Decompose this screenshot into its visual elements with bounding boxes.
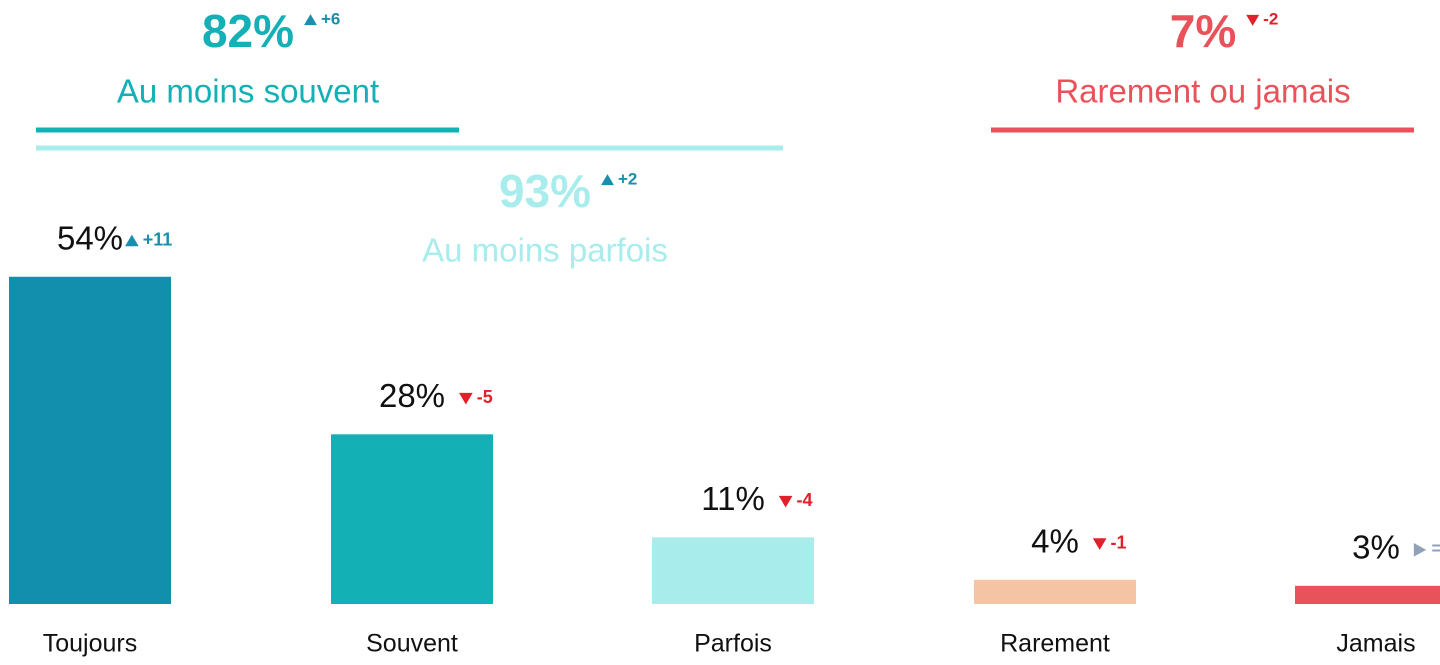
- value-label: 4%: [1031, 522, 1079, 559]
- value-label: 54%: [57, 219, 123, 256]
- change-label: +11: [143, 230, 173, 250]
- value-label: 28%: [379, 377, 445, 414]
- category-label: Souvent: [366, 630, 458, 658]
- change-arrow: [304, 14, 317, 26]
- category-label: Parfois: [694, 630, 772, 658]
- change-label: +6: [321, 9, 340, 28]
- change-label: =: [1432, 539, 1440, 559]
- value-label: 3%: [1352, 529, 1400, 566]
- change-label: -5: [477, 387, 493, 407]
- bar: [652, 537, 814, 604]
- change-label: -4: [796, 490, 812, 510]
- change-arrow: [1246, 14, 1260, 26]
- change-arrow: [601, 174, 614, 186]
- bar: [1295, 585, 1440, 604]
- change-arrow: [778, 495, 793, 508]
- bar: [9, 276, 171, 604]
- group-value: 7%: [1170, 5, 1236, 57]
- change-arrow: [125, 234, 139, 247]
- group-value: 93%: [499, 165, 591, 217]
- category-label: Jamais: [1336, 630, 1415, 658]
- value-label: 11%: [701, 480, 765, 517]
- change-arrow: [459, 392, 473, 405]
- change-label: +2: [618, 169, 637, 188]
- category-label: Rarement: [1000, 630, 1110, 658]
- group-name: Rarement ou jamais: [1055, 73, 1350, 110]
- change-arrow: [1413, 542, 1427, 557]
- group-name: Au moins souvent: [117, 73, 379, 110]
- group-name: Au moins parfois: [422, 232, 668, 269]
- change-label: -1: [1111, 533, 1127, 553]
- group-value: 82%: [202, 5, 294, 57]
- change-label: -2: [1263, 9, 1278, 28]
- bar: [974, 579, 1136, 604]
- bar: [331, 434, 493, 604]
- change-arrow: [1092, 538, 1107, 550]
- category-label: Toujours: [43, 630, 138, 658]
